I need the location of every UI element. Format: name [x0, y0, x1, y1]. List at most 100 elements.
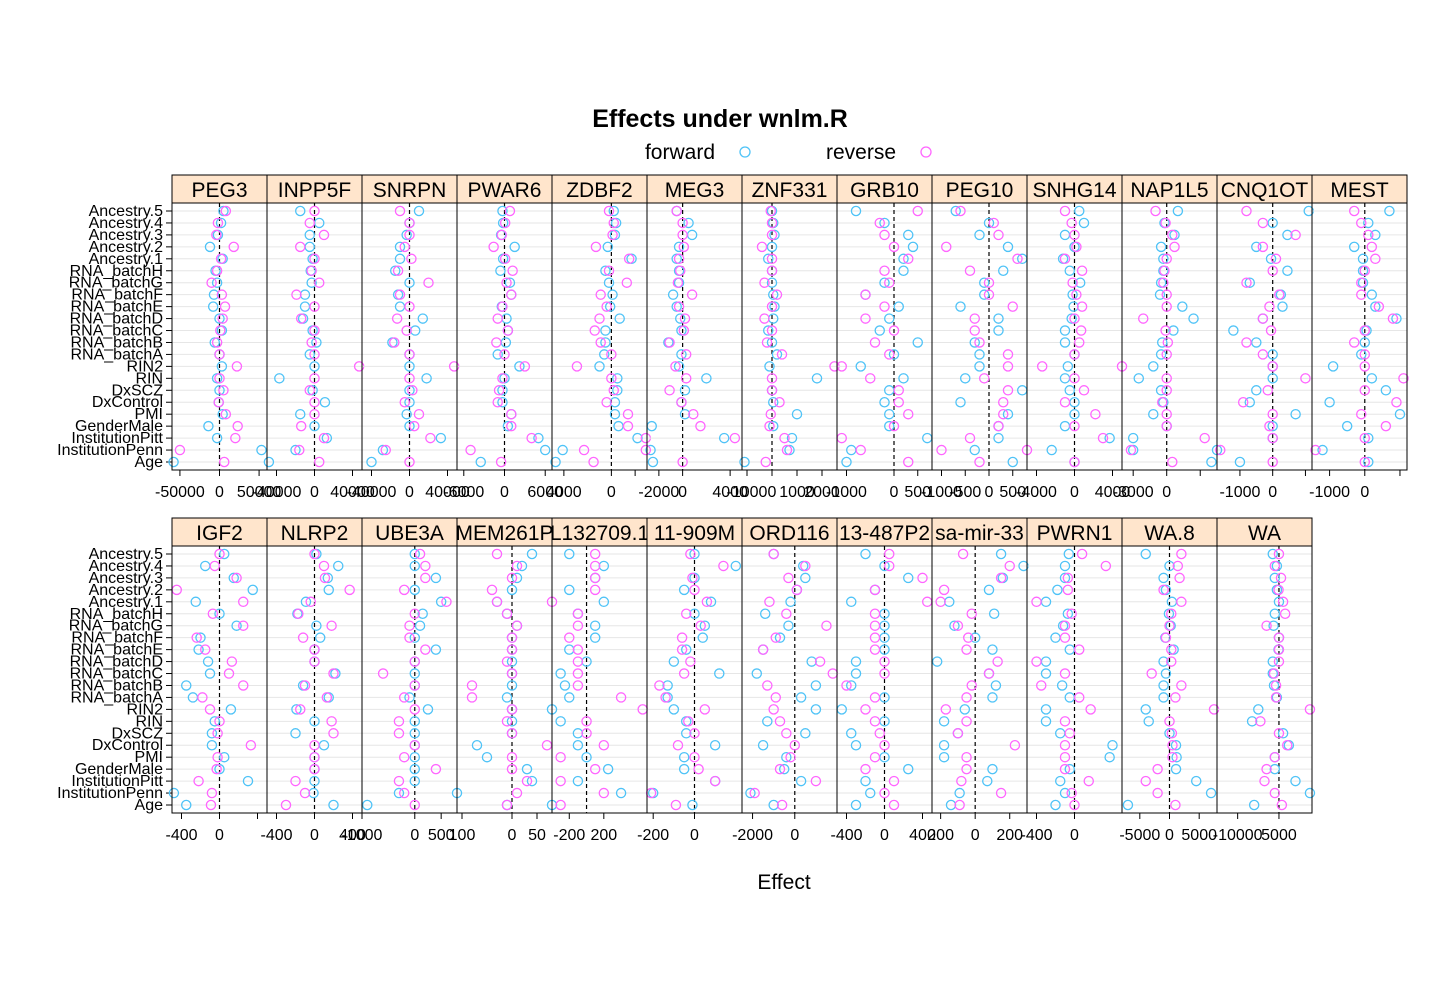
point-inpp5f-reverse-rna-batchh	[306, 265, 317, 277]
point-mest-forward-rin	[1366, 373, 1378, 384]
point-13-487p2-reverse-rna-batchf	[869, 632, 881, 643]
point-peg10-reverse-dxcontrol	[998, 396, 1009, 408]
point-pwar6-forward-dxcontrol	[497, 396, 508, 408]
point-snrpn-forward-dxcontrol	[404, 396, 415, 408]
point-pwrn1-forward-age	[1050, 799, 1061, 811]
point-13-487p2-forward-institutionpitt	[860, 775, 871, 787]
point-snhg14-reverse-institutionpitt	[1097, 432, 1109, 444]
point-snhg14-forward-rna-batchf	[1067, 289, 1078, 300]
strip-igf2	[171, 517, 268, 547]
point-zdbf2-reverse-rna-batchg	[621, 277, 633, 288]
point-inpp5f-reverse-pmi	[309, 408, 320, 420]
x-axis-zdbf2: 4000 0	[546, 470, 636, 501]
point-cnq1ot-forward-rna-batchg	[1244, 277, 1256, 288]
point-inpp5f-forward-institutionpitt	[321, 432, 333, 444]
panel-frame-grb10	[836, 202, 933, 471]
point-nap1l5-reverse-gendermale	[1161, 420, 1172, 432]
point-sa-mir-33-reverse-rna-batche	[961, 644, 972, 655]
point-11-909m-reverse-rna-batchf	[676, 632, 688, 643]
y-label-ancestry-3: Ancestry.3	[89, 227, 164, 244]
point-igf2-forward-rin2	[225, 704, 237, 715]
point-l132709-1-forward-dxcontrol	[572, 739, 584, 751]
point-snhg14-forward-rin2	[1062, 361, 1074, 372]
point-zdbf2-forward-rna-batche	[604, 301, 616, 312]
point-snrpn-forward-rin2	[404, 361, 415, 372]
point-sa-mir-33-reverse-rin2	[940, 704, 952, 715]
point-nap1l5-forward-dxscz	[1155, 385, 1167, 396]
point-snhg14-reverse-rin	[1069, 373, 1080, 384]
point-cnq1ot-forward-rna-batchc	[1228, 325, 1239, 336]
point-mem261p-forward-rna-batchd	[506, 656, 518, 667]
strip-label-peg10: PEG10	[946, 179, 1014, 202]
point-pwrn1-reverse-age	[1069, 799, 1080, 811]
point-snhg14-reverse-rna-batchd	[1069, 313, 1080, 324]
point-meg3-reverse-rna-batche	[673, 301, 685, 312]
point-znf331-forward-gendermale	[768, 420, 779, 432]
point-ord116-forward-rna-batchh	[759, 608, 771, 620]
point-13-487p2-reverse-rna-batchd	[879, 656, 890, 667]
point-zdbf2-reverse-pmi	[622, 408, 634, 420]
point-meg3-reverse-rna-batchc	[678, 325, 690, 336]
point-ord116-reverse-rna-batchg	[821, 620, 832, 631]
point-wa-reverse-rin	[1255, 716, 1266, 727]
x-tick-label-peg10: -1000	[921, 484, 962, 501]
point-cnq1ot-reverse-rna-batchf	[1273, 289, 1285, 300]
point-peg3-forward-age	[168, 456, 179, 468]
point-snrpn-reverse-rna-batchb	[389, 337, 400, 348]
y-label-age: Age	[135, 797, 164, 814]
point-11-909m-reverse-ancestry-1	[701, 596, 713, 608]
point-zdbf2-reverse-rna-batchd	[594, 313, 605, 324]
grid-mem261p	[457, 553, 552, 806]
point-l132709-1-reverse-rna-batchg	[572, 620, 584, 631]
point-mest-forward-dxscz	[1380, 385, 1392, 396]
point-ube3a-forward-rin	[409, 716, 421, 727]
point-cnq1ot-forward-dxscz	[1251, 385, 1262, 396]
point-peg10-reverse-pmi	[998, 408, 1009, 420]
point-pwar6-reverse-rin	[497, 373, 508, 384]
point-grb10-reverse-institutionpenn	[855, 444, 867, 456]
point-wa-8-forward-rna-batchc	[1160, 668, 1172, 679]
y-label-rin2: RIN2	[127, 701, 164, 718]
point-peg3-reverse-rna-batchb	[211, 337, 223, 348]
point-wa-reverse-ancestry-2	[1273, 584, 1284, 596]
strip-nap1l5	[1121, 174, 1218, 204]
point-11-909m-reverse-rna-batchd	[685, 656, 696, 667]
point-snhg14-reverse-rna-batchh	[1076, 265, 1088, 277]
point-meg3-reverse-rna-batcha	[680, 349, 692, 360]
x-axis-pwrn1: -400 0	[1020, 813, 1079, 844]
point-grb10-forward-ancestry-1	[898, 253, 909, 265]
point-zdbf2-forward-institutionpenn	[557, 444, 568, 456]
point-znf331-forward-age	[739, 456, 750, 468]
point-mem261p-forward-dxcontrol	[471, 739, 483, 751]
point-mem261p-reverse-rna-batcha	[466, 692, 478, 703]
point-11-909m-reverse-rna-batchh	[680, 608, 692, 620]
point-pwar6-reverse-pmi	[506, 408, 517, 420]
point-igf2-forward-rna-batchc	[204, 668, 216, 679]
point-znf331-reverse-ancestry-2	[756, 241, 768, 253]
y-label-institutionpitt: InstitutionPitt	[71, 773, 163, 790]
point-mest-forward-rna-batcha	[1356, 349, 1367, 360]
point-pwar6-reverse-rna-batchb	[491, 337, 502, 348]
point-mest-reverse-rna-batchg	[1356, 277, 1367, 288]
point-meg3-forward-ancestry-2	[673, 241, 685, 253]
point-pwrn1-reverse-rna-batchg	[1059, 620, 1071, 631]
point-igf2-forward-age	[180, 799, 192, 811]
point-nlrp2-reverse-rna-batchg	[326, 620, 337, 631]
point-peg3-forward-rna-batchd	[214, 313, 225, 324]
point-sa-mir-33-forward-gendermale	[987, 763, 998, 775]
point-wa-8-reverse-pmi	[1167, 751, 1178, 763]
point-peg10-forward-rna-batchd	[993, 313, 1004, 324]
point-zdbf2-forward-rna-batchh	[600, 265, 611, 277]
x-tick-label-znf331: 1000	[779, 484, 815, 501]
point-wa-8-reverse-rna-batchg	[1164, 620, 1175, 631]
point-pwrn1-reverse-ancestry-3	[1062, 572, 1074, 584]
point-l132709-1-reverse-gendermale	[589, 763, 601, 775]
x-tick-label-nlrp2: 400	[339, 827, 366, 844]
y-label-age: Age	[135, 454, 164, 471]
point-pwrn1-forward-rin2	[1040, 704, 1052, 715]
point-zdbf2-forward-rna-batchb	[600, 337, 611, 348]
point-igf2-forward-rin	[209, 716, 220, 727]
point-igf2-reverse-institutionpenn	[206, 787, 218, 799]
point-sa-mir-33-forward-rin	[938, 716, 950, 727]
